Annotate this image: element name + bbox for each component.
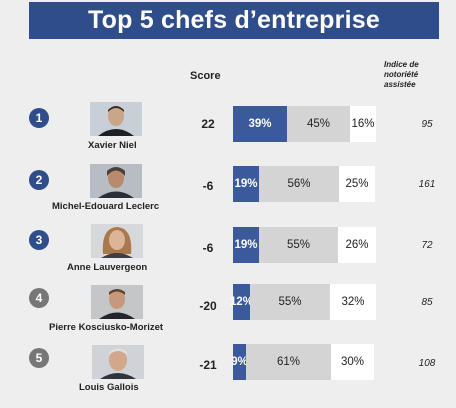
stacked-bar: 19% 56% 25% [233, 166, 375, 202]
table-row: 3 Anne Lauvergeon -6 19% 55% 26% 72 [0, 220, 456, 280]
bar-segment-positive: 9% [231, 344, 248, 380]
bar-segment-neutral: 55% [259, 227, 338, 263]
table-row: 1 Xavier Niel 22 39% 45% 16% 95 [0, 96, 456, 156]
person-name: Anne Lauvergeon [67, 262, 148, 273]
index-value: 108 [418, 358, 436, 369]
bar-segment-positive: 19% [233, 166, 259, 202]
portrait-photo [91, 224, 143, 258]
bar-segment-neutral: 61% [246, 344, 331, 380]
table-row: 4 Pierre Kosciusko-Morizet -20 12% 55% 3… [0, 282, 456, 342]
table-row: 5 Louis Gallois -21 9% 61% 30% 108 [0, 342, 456, 402]
bar-segment-positive: 19% [233, 227, 259, 263]
index-value: 85 [421, 297, 433, 308]
person-name: Xavier Niel [88, 140, 137, 151]
bar-segment-positive: 39% [233, 106, 287, 142]
score-header: Score [190, 70, 221, 82]
rank-badge: 5 [29, 348, 49, 368]
score-value: -20 [199, 299, 217, 313]
score-value: -6 [202, 179, 214, 193]
stacked-bar: 19% 55% 26% [233, 227, 376, 263]
score-value: -21 [199, 358, 217, 372]
rank-badge: 1 [29, 108, 49, 128]
rank-badge: 2 [29, 170, 49, 190]
bar-segment-positive: 12% [230, 284, 253, 320]
index-value: 161 [418, 179, 436, 190]
index-value: 72 [421, 240, 433, 251]
bar-segment-negative: 26% [338, 227, 376, 263]
bar-segment-negative: 25% [339, 166, 375, 202]
bar-segment-neutral: 45% [287, 106, 350, 142]
table-row: 2 Michel-Edouard Leclerc -6 19% 56% 25% … [0, 158, 456, 218]
chart-title: Top 5 chefs d’entreprise [29, 2, 439, 39]
portrait-photo [92, 345, 144, 379]
portrait-photo [90, 102, 142, 136]
rank-badge: 4 [29, 288, 49, 308]
portrait-photo [90, 164, 142, 198]
stacked-bar: 39% 45% 16% [233, 106, 376, 142]
score-value: -6 [202, 241, 214, 255]
stacked-bar: 12% 55% 32% [230, 284, 376, 320]
score-value: 22 [201, 117, 215, 131]
stacked-bar: 9% 61% 30% [231, 344, 374, 380]
rank-badge: 3 [29, 230, 49, 250]
bar-segment-negative: 16% [350, 106, 376, 142]
bar-segment-neutral: 55% [250, 284, 330, 320]
bar-segment-negative: 32% [330, 284, 376, 320]
bar-segment-neutral: 56% [259, 166, 339, 202]
person-name: Louis Gallois [79, 382, 139, 393]
person-name: Pierre Kosciusko-Morizet [49, 322, 164, 333]
portrait-photo [91, 285, 143, 319]
person-name: Michel-Edouard Leclerc [52, 201, 160, 212]
index-value: 95 [421, 119, 433, 130]
index-header: Indice de notoriété assistée [384, 60, 419, 89]
bar-segment-negative: 30% [331, 344, 374, 380]
